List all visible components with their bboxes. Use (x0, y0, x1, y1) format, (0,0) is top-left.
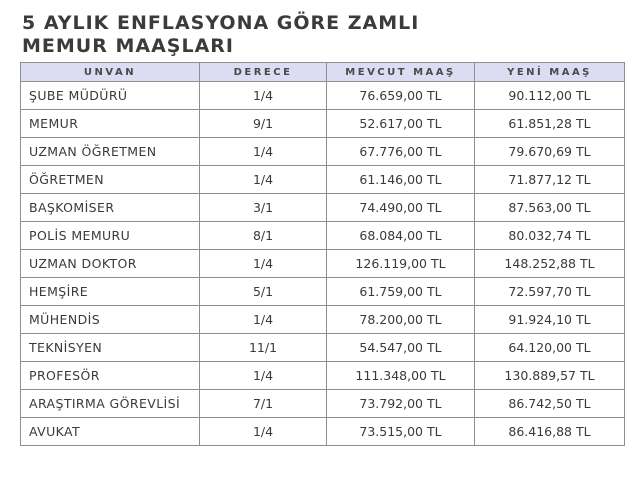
cell-yeni-maas: 87.563,00 TL (474, 193, 625, 222)
cell-derece: 11/1 (199, 333, 327, 362)
table-row: TEKNİSYEN 11/1 54.547,00 TL 64.120,00 TL (20, 333, 625, 362)
table-row: AVUKAT 1/4 73.515,00 TL 86.416,88 TL (20, 417, 625, 446)
cell-derece: 5/1 (199, 277, 327, 306)
cell-mevcut-maas: 67.776,00 TL (326, 137, 475, 166)
cell-yeni-maas: 61.851,28 TL (474, 109, 625, 138)
cell-unvan: PROFESÖR (20, 361, 200, 390)
cell-yeni-maas: 86.742,50 TL (474, 389, 625, 418)
table-row: MEMUR 9/1 52.617,00 TL 61.851,28 TL (20, 109, 625, 138)
cell-mevcut-maas: 61.759,00 TL (326, 277, 475, 306)
table-header-row: UNVAN DERECE MEVCUT MAAŞ YENİ MAAŞ (20, 62, 625, 82)
cell-unvan: ARAŞTIRMA GÖREVLİSİ (20, 389, 200, 418)
cell-mevcut-maas: 73.792,00 TL (326, 389, 475, 418)
cell-derece: 1/4 (199, 417, 327, 446)
cell-mevcut-maas: 61.146,00 TL (326, 165, 475, 194)
cell-unvan: TEKNİSYEN (20, 333, 200, 362)
cell-derece: 9/1 (199, 109, 327, 138)
cell-unvan: POLİS MEMURU (20, 221, 200, 250)
cell-unvan: ŞUBE MÜDÜRÜ (20, 81, 200, 110)
cell-mevcut-maas: 54.547,00 TL (326, 333, 475, 362)
cell-unvan: MEMUR (20, 109, 200, 138)
cell-unvan: MÜHENDİS (20, 305, 200, 334)
cell-mevcut-maas: 78.200,00 TL (326, 305, 475, 334)
table-row: ŞUBE MÜDÜRÜ 1/4 76.659,00 TL 90.112,00 T… (20, 81, 625, 110)
header-yeni-maas: YENİ MAAŞ (474, 62, 625, 82)
cell-derece: 3/1 (199, 193, 327, 222)
cell-derece: 7/1 (199, 389, 327, 418)
cell-yeni-maas: 91.924,10 TL (474, 305, 625, 334)
cell-derece: 8/1 (199, 221, 327, 250)
cell-yeni-maas: 64.120,00 TL (474, 333, 625, 362)
cell-yeni-maas: 148.252,88 TL (474, 249, 625, 278)
cell-mevcut-maas: 74.490,00 TL (326, 193, 475, 222)
table-row: PROFESÖR 1/4 111.348,00 TL 130.889,57 TL (20, 361, 625, 390)
cell-unvan: UZMAN DOKTOR (20, 249, 200, 278)
cell-derece: 1/4 (199, 249, 327, 278)
table-row: POLİS MEMURU 8/1 68.084,00 TL 80.032,74 … (20, 221, 625, 250)
cell-yeni-maas: 90.112,00 TL (474, 81, 625, 110)
cell-yeni-maas: 80.032,74 TL (474, 221, 625, 250)
cell-unvan: UZMAN ÖĞRETMEN (20, 137, 200, 166)
table-row: ÖĞRETMEN 1/4 61.146,00 TL 71.877,12 TL (20, 165, 625, 194)
table-row: UZMAN DOKTOR 1/4 126.119,00 TL 148.252,8… (20, 249, 625, 278)
cell-unvan: AVUKAT (20, 417, 200, 446)
cell-unvan: HEMŞİRE (20, 277, 200, 306)
cell-derece: 1/4 (199, 81, 327, 110)
header-unvan: UNVAN (20, 62, 200, 82)
table-row: MÜHENDİS 1/4 78.200,00 TL 91.924,10 TL (20, 305, 625, 334)
salary-table: UNVAN DERECE MEVCUT MAAŞ YENİ MAAŞ ŞUBE … (20, 62, 625, 446)
cell-yeni-maas: 79.670,69 TL (474, 137, 625, 166)
cell-mevcut-maas: 52.617,00 TL (326, 109, 475, 138)
cell-yeni-maas: 72.597,70 TL (474, 277, 625, 306)
table-row: HEMŞİRE 5/1 61.759,00 TL 72.597,70 TL (20, 277, 625, 306)
header-derece: DERECE (199, 62, 327, 82)
cell-derece: 1/4 (199, 137, 327, 166)
cell-yeni-maas: 130.889,57 TL (474, 361, 625, 390)
cell-mevcut-maas: 111.348,00 TL (326, 361, 475, 390)
cell-mevcut-maas: 76.659,00 TL (326, 81, 475, 110)
cell-unvan: BAŞKOMİSER (20, 193, 200, 222)
title-line-2: MEMUR MAAŞLARI (22, 35, 234, 57)
cell-mevcut-maas: 73.515,00 TL (326, 417, 475, 446)
cell-mevcut-maas: 126.119,00 TL (326, 249, 475, 278)
table-row: BAŞKOMİSER 3/1 74.490,00 TL 87.563,00 TL (20, 193, 625, 222)
table-row: UZMAN ÖĞRETMEN 1/4 67.776,00 TL 79.670,6… (20, 137, 625, 166)
table-row: ARAŞTIRMA GÖREVLİSİ 7/1 73.792,00 TL 86.… (20, 389, 625, 418)
cell-yeni-maas: 71.877,12 TL (474, 165, 625, 194)
cell-derece: 1/4 (199, 361, 327, 390)
cell-yeni-maas: 86.416,88 TL (474, 417, 625, 446)
title-line-1: 5 AYLIK ENFLASYONA GÖRE ZAMLI (22, 12, 420, 34)
cell-derece: 1/4 (199, 305, 327, 334)
page-title: 5 AYLIK ENFLASYONA GÖRE ZAMLI MEMUR MAAŞ… (22, 12, 419, 58)
cell-mevcut-maas: 68.084,00 TL (326, 221, 475, 250)
cell-derece: 1/4 (199, 165, 327, 194)
cell-unvan: ÖĞRETMEN (20, 165, 200, 194)
header-mevcut-maas: MEVCUT MAAŞ (326, 62, 475, 82)
